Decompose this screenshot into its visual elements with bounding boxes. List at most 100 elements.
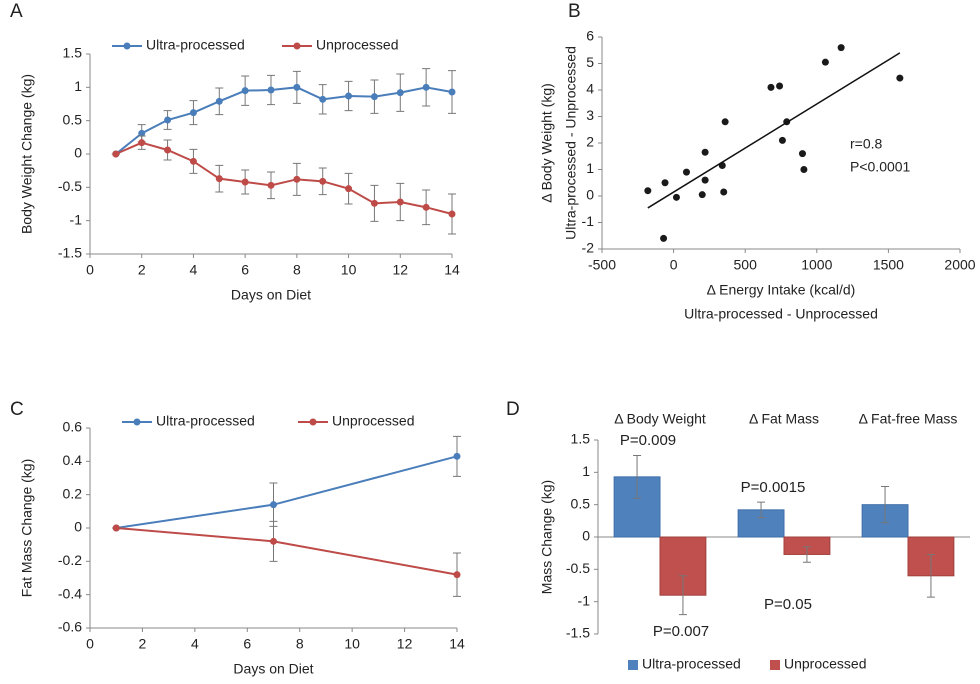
y-tick-label: 2 [586, 134, 594, 150]
x-tick-label: 1000 [801, 257, 832, 273]
point [112, 524, 120, 532]
point [267, 86, 275, 94]
y-axis-title: Body Weight Change (kg) [19, 74, 35, 234]
category-label: Δ Body Weight [614, 411, 706, 427]
point [448, 210, 456, 218]
legend-label: Ultra-processed [642, 656, 741, 672]
panel-label: A [10, 1, 23, 22]
x-tick-label: 2000 [944, 257, 975, 273]
point [453, 452, 461, 460]
point [319, 177, 327, 185]
point [293, 83, 301, 91]
x-tick-label: 6 [243, 636, 251, 652]
point [837, 44, 845, 52]
point [453, 571, 461, 579]
point [644, 187, 652, 195]
point [701, 176, 709, 184]
annotation: P<0.0001 [850, 159, 911, 175]
point [661, 179, 669, 187]
x-axis-title: Days on Diet [233, 661, 313, 677]
y-tick-label: 0.5 [571, 495, 591, 511]
x-tick-label: 8 [293, 262, 301, 278]
annotation: P=0.05 [764, 596, 812, 613]
y-tick-label: 4 [586, 81, 594, 97]
x-tick-label: -500 [588, 257, 616, 273]
y-tick-label: 6 [586, 28, 594, 44]
legend-label: Ultra-processed [146, 37, 245, 53]
x-tick-label: 500 [734, 257, 758, 273]
point [778, 136, 786, 144]
point [720, 188, 728, 196]
y-tick-label: 5 [586, 54, 594, 70]
x-axis-title: Days on Diet [231, 287, 311, 303]
point [672, 193, 680, 201]
x-tick-label: 6 [241, 262, 249, 278]
annotation: r=0.8 [850, 136, 883, 152]
point [270, 501, 277, 509]
legend-marker [133, 418, 141, 426]
error-bar [757, 501, 766, 519]
trend-line [647, 52, 901, 209]
y-tick-label: 1 [74, 78, 82, 94]
point [164, 146, 172, 154]
series-line [116, 527, 458, 576]
point [267, 181, 275, 189]
point [241, 178, 249, 186]
point [112, 150, 120, 158]
category-label: Δ Fat Mass [749, 411, 819, 427]
x-tick-label: 12 [392, 262, 408, 278]
y-tick-label: 0 [582, 528, 590, 544]
legend-label: Ultra-processed [156, 413, 255, 429]
x-tick-label: 8 [296, 636, 304, 652]
x-tick-label: 1500 [873, 257, 904, 273]
y-tick-label: -1.5 [566, 625, 590, 641]
x-axis-title: Ultra-processed - Unprocessed [684, 306, 878, 322]
x-tick-label: 4 [191, 636, 199, 652]
y-axis-title: Mass Change (kg) [539, 480, 555, 594]
legend-marker [293, 42, 301, 50]
legend-label: Unprocessed [332, 413, 415, 429]
y-tick-label: -0.4 [58, 585, 82, 601]
y-tick-label: -1.5 [58, 245, 82, 261]
point [800, 166, 808, 173]
point [370, 93, 378, 101]
y-tick-label: -1 [578, 592, 591, 608]
point [345, 185, 353, 193]
y-tick-label: 1.5 [571, 431, 591, 447]
error-bar [678, 575, 687, 616]
y-axis-title: Fat Mass Change (kg) [19, 459, 35, 598]
y-tick-label: 0 [74, 519, 82, 535]
point [215, 175, 223, 183]
x-axis-title: Δ Energy Intake (kcal/d) [707, 282, 856, 298]
y-axis-title: Δ Body Weight (kg) [539, 83, 555, 203]
point [189, 157, 197, 165]
point [776, 82, 784, 90]
y-tick-label: 1.5 [63, 45, 83, 61]
category-label: Δ Fat-free Mass [859, 411, 958, 427]
point [721, 118, 729, 126]
error-bar [926, 553, 935, 598]
point [448, 88, 456, 96]
point [422, 83, 430, 91]
x-tick-label: 2 [139, 636, 147, 652]
series-line [115, 86, 453, 155]
point [189, 109, 197, 117]
point [138, 129, 146, 137]
error-bar [633, 455, 642, 499]
point [345, 92, 353, 100]
point [798, 150, 806, 158]
x-tick-label: 0 [670, 257, 678, 273]
y-tick-label: -0.2 [58, 552, 82, 568]
point [164, 116, 172, 124]
x-tick-label: 0 [86, 262, 94, 278]
y-tick-label: 0 [586, 187, 594, 203]
point [682, 168, 690, 176]
y-tick-label: -0.5 [566, 560, 590, 576]
y-axis-title: Ultra-processed - Unprocessed [563, 46, 579, 240]
error-bar [802, 546, 811, 563]
annotation: P=0.009 [620, 432, 676, 449]
x-tick-label: 14 [449, 636, 465, 652]
legend-swatch [628, 660, 638, 670]
y-tick-label: 0.4 [63, 452, 83, 468]
y-tick-label: 0 [74, 145, 82, 161]
